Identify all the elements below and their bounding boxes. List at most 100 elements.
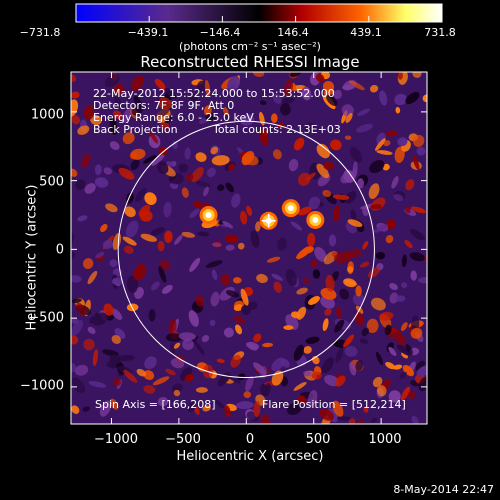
- bright-source: [205, 212, 212, 218]
- image-texture-blob: [202, 405, 211, 412]
- x-tick-label: 1000: [368, 432, 402, 447]
- image-texture-blob: [357, 178, 365, 189]
- image-texture-blob: [95, 251, 105, 259]
- image-texture-blob: [88, 381, 107, 388]
- image-texture-blob: [71, 168, 78, 177]
- image-texture-blob: [159, 259, 171, 271]
- image-texture-blob: [375, 351, 384, 366]
- image-texture-blob: [225, 290, 240, 298]
- image-texture-blob: [99, 400, 112, 417]
- image-texture-blob: [316, 163, 330, 179]
- image-texture-blob: [405, 91, 420, 105]
- image-texture-blob: [405, 343, 413, 355]
- image-texture-blob: [296, 246, 311, 260]
- image-texture-blob: [376, 385, 387, 397]
- image-texture-blob: [389, 283, 398, 291]
- image-texture-blob: [210, 146, 219, 155]
- image-texture-blob: [410, 229, 425, 241]
- y-tick-label: −1000: [20, 378, 64, 394]
- image-texture-blob: [347, 266, 354, 273]
- image-texture-blob: [82, 406, 90, 412]
- image-texture-blob: [220, 274, 231, 286]
- x-axis-label: Heliocentric X (arcsec): [176, 449, 324, 464]
- image-texture-blob: [81, 153, 91, 168]
- image-texture-blob: [293, 381, 307, 391]
- image-texture-blob: [315, 73, 325, 83]
- image-texture-blob: [370, 417, 378, 423]
- image-texture-blob: [193, 201, 202, 208]
- image-texture-blob: [165, 87, 177, 99]
- image-texture-blob: [310, 162, 319, 173]
- image-texture-blob: [237, 373, 246, 381]
- image-texture-blob: [296, 287, 308, 295]
- image-texture-blob: [71, 275, 82, 283]
- image-texture-blob: [172, 140, 178, 150]
- image-texture-blob: [233, 277, 242, 284]
- image-texture-blob: [143, 155, 157, 164]
- image-texture-blob: [271, 273, 283, 281]
- image-texture-blob: [122, 132, 135, 145]
- image-texture-blob: [363, 406, 369, 413]
- image-texture-blob: [109, 117, 118, 135]
- image-texture-blob: [339, 288, 350, 300]
- image-texture-blob: [369, 84, 379, 93]
- image-texture-blob: [410, 270, 417, 281]
- image-texture-blob: [205, 260, 223, 268]
- image-texture-blob: [118, 167, 135, 180]
- image-texture-blob: [396, 344, 412, 356]
- image-texture-blob: [256, 157, 263, 165]
- image-texture-blob: [362, 240, 369, 250]
- image-texture-blob: [136, 368, 146, 377]
- image-texture-blob: [417, 276, 427, 284]
- image-texture-blob: [205, 113, 216, 122]
- image-texture-blob: [283, 79, 294, 97]
- image-texture-blob: [328, 234, 337, 247]
- image-texture-blob: [335, 375, 346, 387]
- image-texture-blob: [148, 309, 156, 322]
- image-texture-blob: [266, 256, 281, 263]
- image-texture-blob: [94, 177, 109, 188]
- image-texture-blob: [151, 154, 165, 166]
- image-texture-blob: [201, 334, 210, 343]
- image-texture-blob: [140, 233, 157, 242]
- image-texture-blob: [91, 312, 109, 326]
- image-texture-blob: [122, 236, 137, 246]
- image-texture-blob: [316, 143, 331, 159]
- image-texture-blob: [287, 402, 302, 416]
- image-texture-blob: [160, 121, 170, 129]
- image-texture-blob: [285, 268, 297, 287]
- image-texture-blob: [174, 234, 183, 245]
- image-texture-blob: [71, 318, 79, 325]
- image-texture-blob: [206, 167, 216, 178]
- image-texture-blob: [111, 277, 124, 285]
- image-texture-blob: [157, 240, 165, 252]
- image-texture-blob: [409, 252, 425, 262]
- image-texture-blob: [178, 163, 188, 173]
- image-texture-blob: [336, 306, 342, 319]
- image-texture-blob: [272, 149, 282, 160]
- image-texture-blob: [343, 334, 355, 348]
- colorbar-units: (photons cm⁻² s⁻¹ asec⁻²): [179, 40, 321, 53]
- image-texture-blob: [223, 327, 234, 338]
- image-texture-blob: [304, 122, 315, 134]
- image-texture-blob: [195, 152, 207, 162]
- image-texture-blob: [123, 245, 134, 254]
- image-texture-blob: [297, 172, 311, 186]
- image-texture-blob: [75, 179, 86, 190]
- image-texture-blob: [400, 322, 408, 332]
- image-texture-blob: [240, 288, 249, 306]
- image-texture-blob: [82, 258, 94, 270]
- image-texture-blob: [405, 179, 415, 191]
- image-texture-blob: [74, 364, 89, 376]
- image-texture-blob: [104, 74, 120, 88]
- image-texture-blob: [178, 332, 196, 341]
- image-texture-blob: [168, 319, 177, 336]
- image-texture-blob: [102, 240, 113, 249]
- image-texture-blob: [193, 340, 205, 355]
- timestamp: 8-May-2014 22:47: [393, 483, 494, 496]
- image-texture-blob: [362, 206, 369, 217]
- image-texture-blob: [189, 208, 200, 219]
- image-texture-blob: [111, 334, 121, 345]
- time-range: 22-May-2012 15:52:24.000 to 15:53:52.000: [93, 87, 335, 100]
